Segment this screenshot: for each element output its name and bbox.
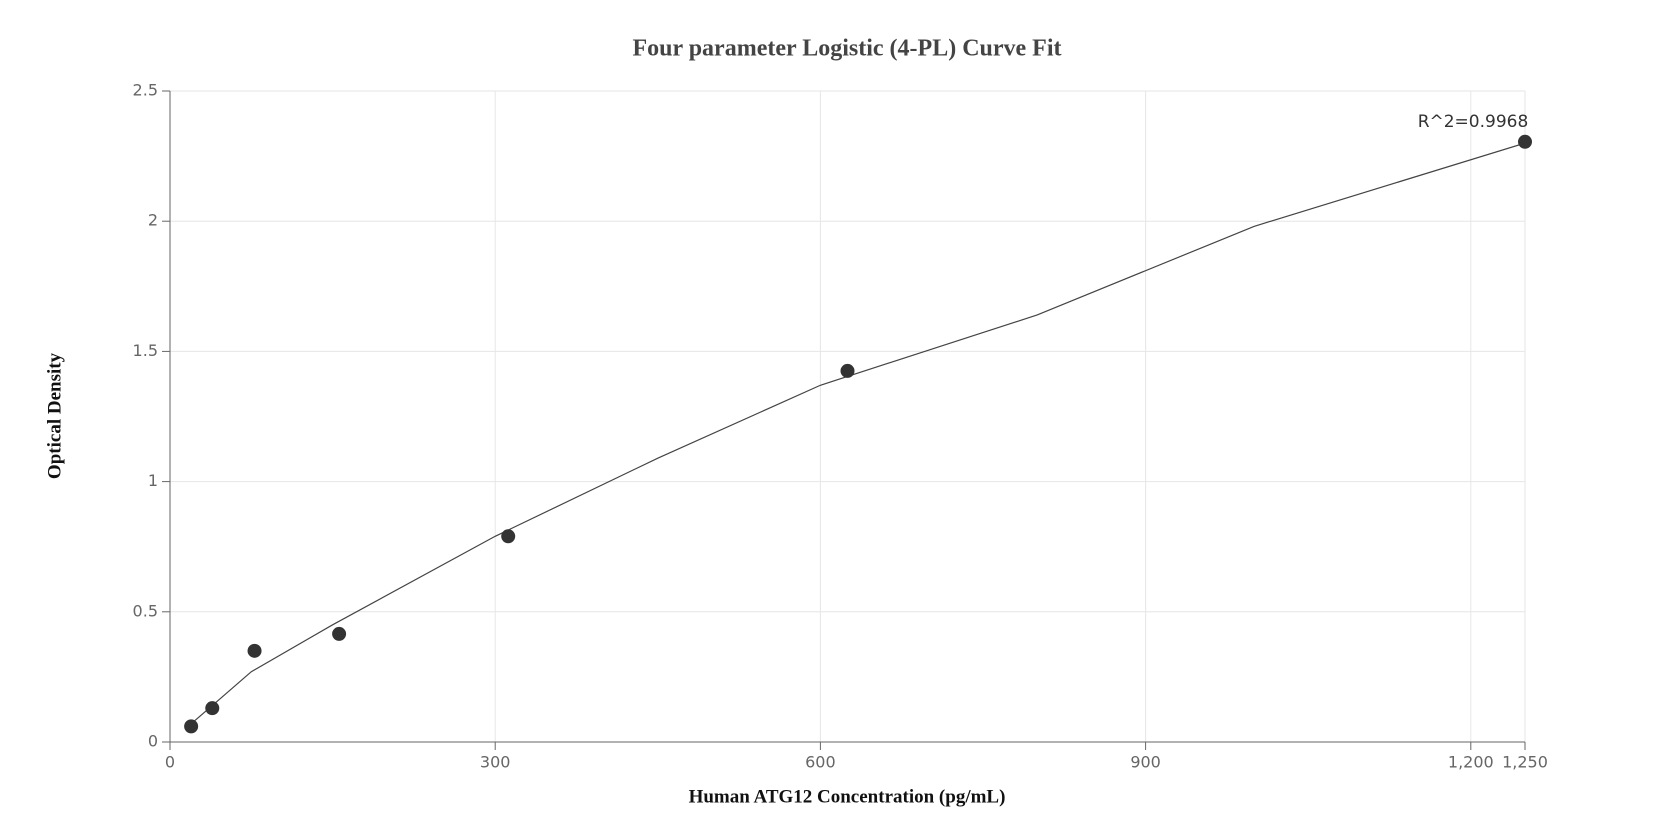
y-tick-label: 2 bbox=[148, 211, 158, 230]
data-point bbox=[332, 626, 347, 641]
y-tick-label: 1 bbox=[148, 471, 158, 490]
y-tick-label: 0.5 bbox=[133, 601, 158, 620]
x-tick-label: 600 bbox=[805, 753, 836, 772]
y-tick-label: 2.5 bbox=[133, 81, 158, 100]
x-tick-label: 1,200 bbox=[1448, 753, 1494, 772]
chart-title: Four parameter Logistic (4-PL) Curve Fit bbox=[632, 36, 1061, 62]
x-tick-label: 300 bbox=[480, 753, 511, 772]
y-tick-label: 1.5 bbox=[133, 341, 158, 360]
data-point bbox=[247, 643, 262, 658]
annotation: R^2=0.9968 bbox=[1418, 112, 1529, 132]
data-point bbox=[501, 529, 516, 544]
x-axis-label: Human ATG12 Concentration (pg/mL) bbox=[689, 786, 1006, 807]
data-point bbox=[840, 363, 855, 378]
data-point bbox=[205, 701, 220, 716]
x-tick-label: 1,250 bbox=[1502, 753, 1548, 772]
x-tick-label: 0 bbox=[165, 753, 175, 772]
data-point bbox=[1518, 134, 1532, 149]
x-tick-label: 900 bbox=[1130, 753, 1161, 772]
data-point bbox=[184, 719, 199, 734]
y-tick-label: 0 bbox=[148, 732, 158, 751]
y-axis-label: Optical Density bbox=[44, 352, 65, 479]
fit-curve bbox=[190, 142, 1526, 725]
